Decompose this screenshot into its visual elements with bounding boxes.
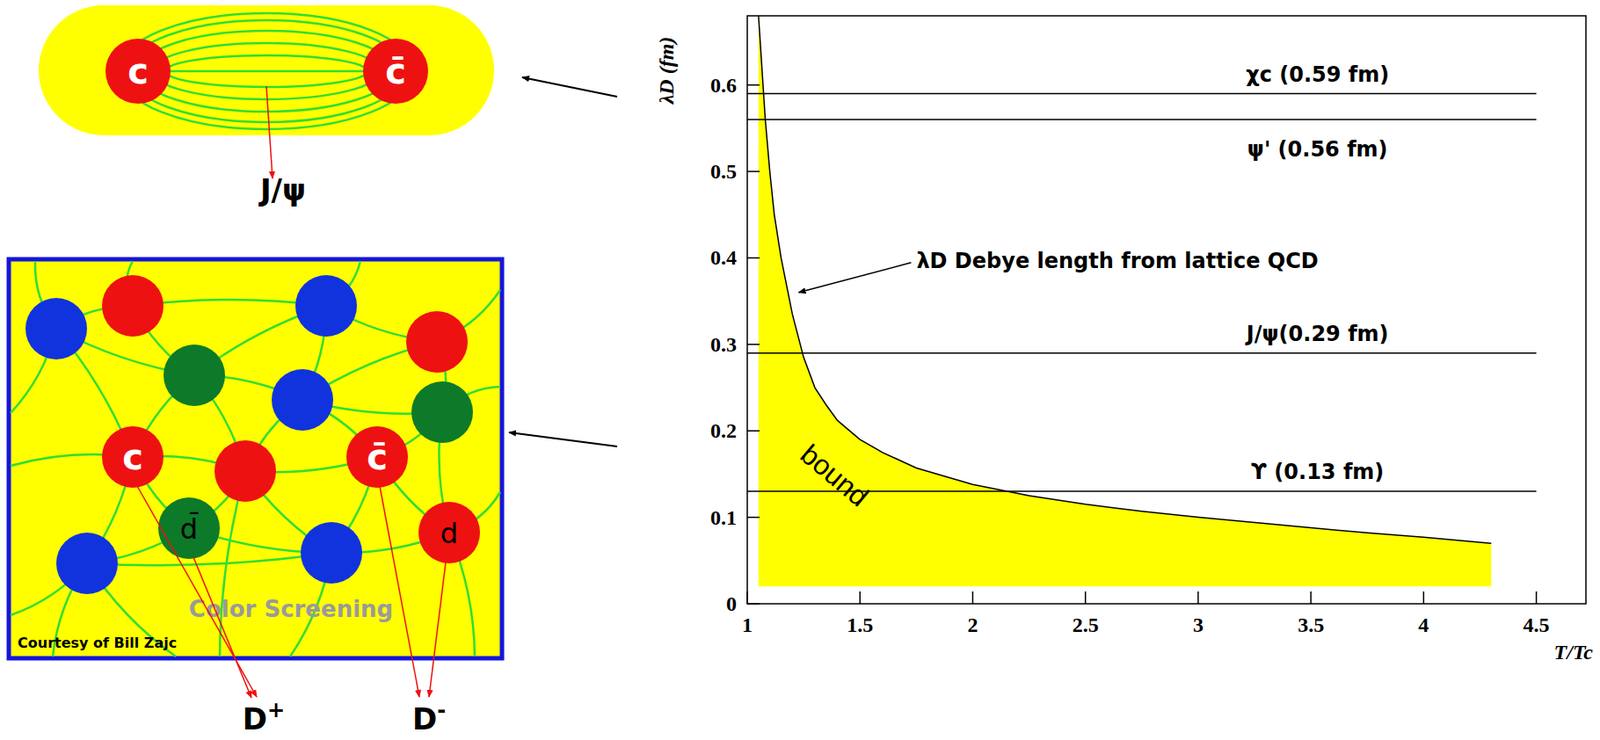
x-axis-title: T/Tc bbox=[1554, 640, 1594, 664]
hadronization-arrow bbox=[193, 557, 252, 699]
annotation-arrow bbox=[798, 262, 911, 293]
x-tick bbox=[1084, 591, 1087, 604]
product-base: D bbox=[242, 701, 268, 737]
quark bbox=[363, 38, 429, 104]
state-label: ϒ (0.13 fm) bbox=[1250, 459, 1384, 485]
region-label: bound bbox=[794, 437, 875, 513]
credit: Courtesy of Bill Zajc bbox=[17, 634, 177, 652]
x-tick bbox=[1423, 591, 1426, 604]
quark bbox=[406, 311, 468, 373]
x-tick-label: 4 bbox=[1418, 613, 1429, 637]
quark bbox=[56, 532, 118, 595]
product-charge: - bbox=[436, 698, 446, 723]
quark bbox=[411, 381, 473, 444]
x-tick bbox=[1197, 591, 1200, 604]
decay-arrow bbox=[266, 86, 273, 179]
quark bbox=[101, 426, 164, 488]
gluon-line bbox=[87, 552, 332, 566]
x-tick bbox=[1535, 591, 1538, 604]
quark bbox=[163, 344, 226, 407]
y-tick bbox=[747, 170, 760, 173]
x-tick bbox=[746, 591, 749, 604]
y-tick bbox=[747, 603, 760, 605]
caption: Color Screening bbox=[189, 596, 393, 623]
product-label: D+ bbox=[242, 698, 285, 737]
y-tick-label: 0 bbox=[726, 592, 737, 616]
x-tick-label: 1.5 bbox=[846, 613, 873, 637]
y-tick-label: 0.2 bbox=[710, 419, 737, 443]
hadronization-arrow bbox=[429, 562, 446, 698]
x-tick-label: 2 bbox=[967, 613, 978, 637]
product-base: D bbox=[412, 701, 437, 737]
y-axis-title: λD (fm) bbox=[654, 36, 678, 106]
product-charge: + bbox=[267, 698, 285, 723]
pointer-arrow bbox=[509, 432, 618, 447]
plot-frame bbox=[747, 15, 1586, 604]
quark bbox=[214, 440, 277, 502]
pointer-arrow bbox=[522, 77, 618, 97]
x-tick-label: 4.5 bbox=[1523, 613, 1550, 637]
y-tick-label: 0.6 bbox=[710, 73, 737, 97]
debye-curve bbox=[758, 15, 1491, 544]
flux-tube-capsule bbox=[38, 5, 495, 136]
quark bbox=[300, 522, 363, 584]
quark-label: c bbox=[122, 436, 144, 478]
y-tick-label: 0.3 bbox=[710, 333, 737, 357]
state-radius-line bbox=[747, 352, 1537, 355]
quark bbox=[418, 501, 480, 564]
quark bbox=[346, 426, 408, 488]
y-tick bbox=[747, 343, 760, 346]
quark bbox=[101, 275, 164, 337]
quark bbox=[25, 298, 88, 360]
y-tick bbox=[747, 84, 760, 87]
product-label: J/ψ bbox=[258, 172, 306, 208]
page: c c̄ J/ψ c c̄ d̄ d Color Screening Courtesy of B… bbox=[0, 0, 1600, 740]
bound-area bbox=[758, 15, 1491, 587]
product-label: D- bbox=[412, 698, 446, 737]
field-line bbox=[138, 70, 396, 73]
x-tick bbox=[1309, 591, 1312, 604]
state-label: J/ψ(0.29 fm) bbox=[1244, 321, 1390, 347]
quark bbox=[158, 497, 220, 560]
hadronization-arrow bbox=[379, 486, 420, 698]
y-tick-label: 0.4 bbox=[710, 246, 737, 270]
annotation: λD Debye length from lattice QCD bbox=[916, 248, 1318, 274]
quark-label: c bbox=[127, 50, 149, 92]
quark-label: d bbox=[440, 516, 459, 551]
quark-label: d̄ bbox=[180, 511, 199, 546]
plot-area bbox=[747, 15, 1537, 587]
y-tick bbox=[747, 429, 760, 432]
x-tick-label: 3 bbox=[1192, 613, 1204, 637]
state-label: χc (0.59 fm) bbox=[1245, 62, 1390, 88]
state-label: ψ' (0.56 fm) bbox=[1247, 137, 1389, 162]
x-tick bbox=[858, 591, 861, 604]
quark-label: c̄ bbox=[385, 50, 407, 92]
state-radius-line bbox=[747, 118, 1537, 121]
quark-label: c̄ bbox=[366, 436, 388, 478]
y-tick-label: 0.1 bbox=[710, 506, 737, 530]
y-tick bbox=[747, 257, 760, 260]
quark bbox=[271, 369, 334, 431]
state-radius-line bbox=[747, 93, 1537, 95]
y-tick-label: 0.5 bbox=[710, 160, 737, 183]
x-tick bbox=[972, 591, 975, 604]
x-tick-label: 3.5 bbox=[1297, 613, 1324, 637]
x-tick-label: 2.5 bbox=[1072, 613, 1099, 637]
plasma-box bbox=[8, 259, 502, 659]
quark bbox=[295, 275, 357, 337]
y-tick bbox=[747, 516, 760, 519]
gluon-network bbox=[10, 261, 501, 657]
x-tick-label: 1 bbox=[741, 613, 753, 637]
hadronization-arrow bbox=[137, 486, 257, 698]
quark bbox=[105, 38, 171, 104]
